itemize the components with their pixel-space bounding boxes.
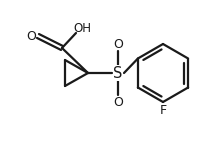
Text: F: F [159,104,167,117]
Text: OH: OH [73,21,91,34]
Text: O: O [26,29,36,42]
Text: O: O [113,95,123,109]
Text: O: O [113,37,123,50]
Text: S: S [113,66,123,80]
